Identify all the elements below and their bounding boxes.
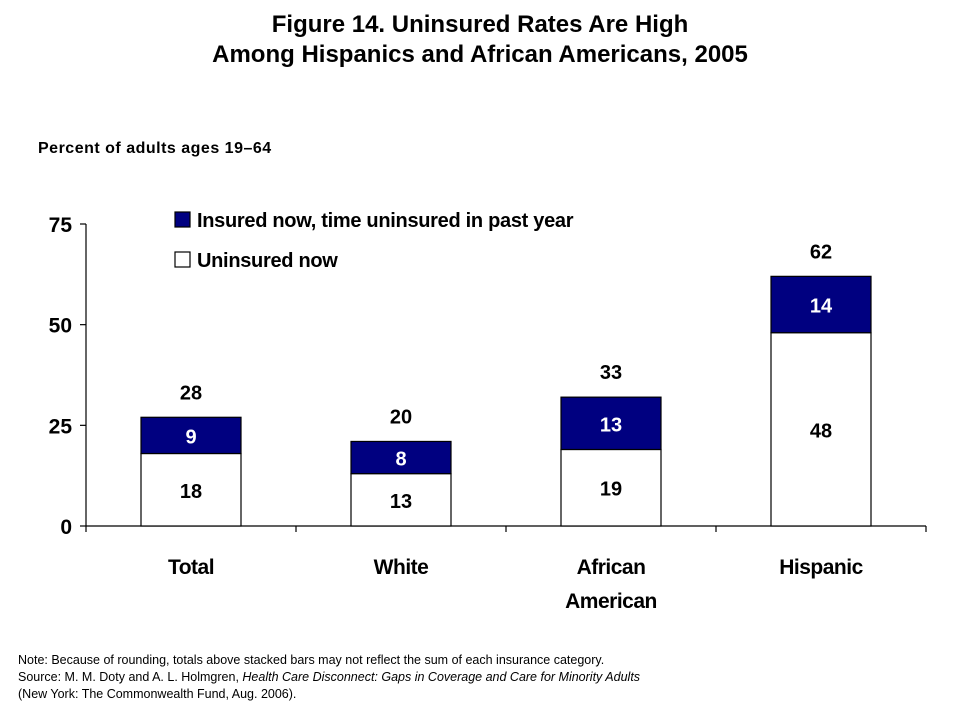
bar-insured-now-past-uninsured: [350, 440, 452, 475]
data-label-total: 33: [600, 362, 622, 384]
y-tick-label: 50: [49, 315, 72, 338]
footnote-note: Note: Because of rounding, totals above …: [18, 653, 605, 667]
bar-uninsured-now: [770, 332, 872, 527]
footnote-publisher: (New York: The Commonwealth Fund, Aug. 2…: [18, 687, 297, 701]
chart-title: Figure 14. Uninsured Rates Are High Amon…: [0, 10, 960, 70]
data-label-insured-now-past-uninsured: 13: [600, 414, 622, 436]
data-label-uninsured-now: 18: [180, 481, 202, 503]
y-tick-label: 75: [49, 214, 73, 237]
bar-insured-now-past-uninsured: [140, 416, 242, 455]
x-tick-label: American: [565, 590, 657, 613]
data-label-uninsured-now: 13: [390, 491, 412, 513]
data-label-total: 28: [180, 382, 202, 404]
legend-swatch: [174, 251, 191, 268]
x-tick-label: Total: [168, 556, 214, 579]
data-label-insured-now-past-uninsured: 8: [395, 449, 406, 471]
bar-uninsured-now: [140, 452, 242, 527]
footnote-source-prefix: Source: M. M. Doty and A. L. Holmgren,: [18, 670, 243, 684]
legend-label: Uninsured now: [197, 250, 338, 272]
y-axis-label: Percent of adults ages 19–64: [38, 140, 272, 157]
stacked-bar-chart: 0 25 50 75 18 9 28 Total 13 8 20 White 19 13 33 African…: [49, 210, 927, 613]
data-label-uninsured-now: 48: [810, 420, 832, 442]
y-tick-label: 25: [49, 415, 73, 438]
bar-insured-now-past-uninsured: [770, 275, 872, 334]
legend-label: Insured now, time uninsured in past year: [197, 210, 574, 232]
x-tick-label: African: [577, 556, 646, 579]
footnote: Note: Because of rounding, totals above …: [18, 652, 948, 703]
legend-swatch: [174, 211, 191, 228]
bar-uninsured-now: [350, 473, 452, 527]
data-label-uninsured-now: 19: [600, 479, 622, 501]
x-tick-label: White: [374, 556, 429, 579]
y-tick-label: 0: [60, 516, 72, 539]
bar-uninsured-now: [560, 448, 662, 527]
data-label-insured-now-past-uninsured: 9: [185, 426, 196, 448]
footnote-source: Source: M. M. Doty and A. L. Holmgren, H…: [18, 669, 948, 686]
data-label-total: 20: [390, 406, 412, 428]
data-label-insured-now-past-uninsured: 14: [810, 296, 833, 318]
chart-title-line-1: Figure 14. Uninsured Rates Are High: [271, 11, 689, 38]
bar-insured-now-past-uninsured: [560, 396, 662, 451]
data-label-total: 62: [810, 241, 832, 263]
footnote-source-title: Health Care Disconnect: Gaps in Coverage…: [242, 670, 641, 684]
x-tick-label: Hispanic: [779, 556, 863, 579]
chart-title-line-2: Among Hispanics and African Americans, 2…: [212, 41, 748, 68]
